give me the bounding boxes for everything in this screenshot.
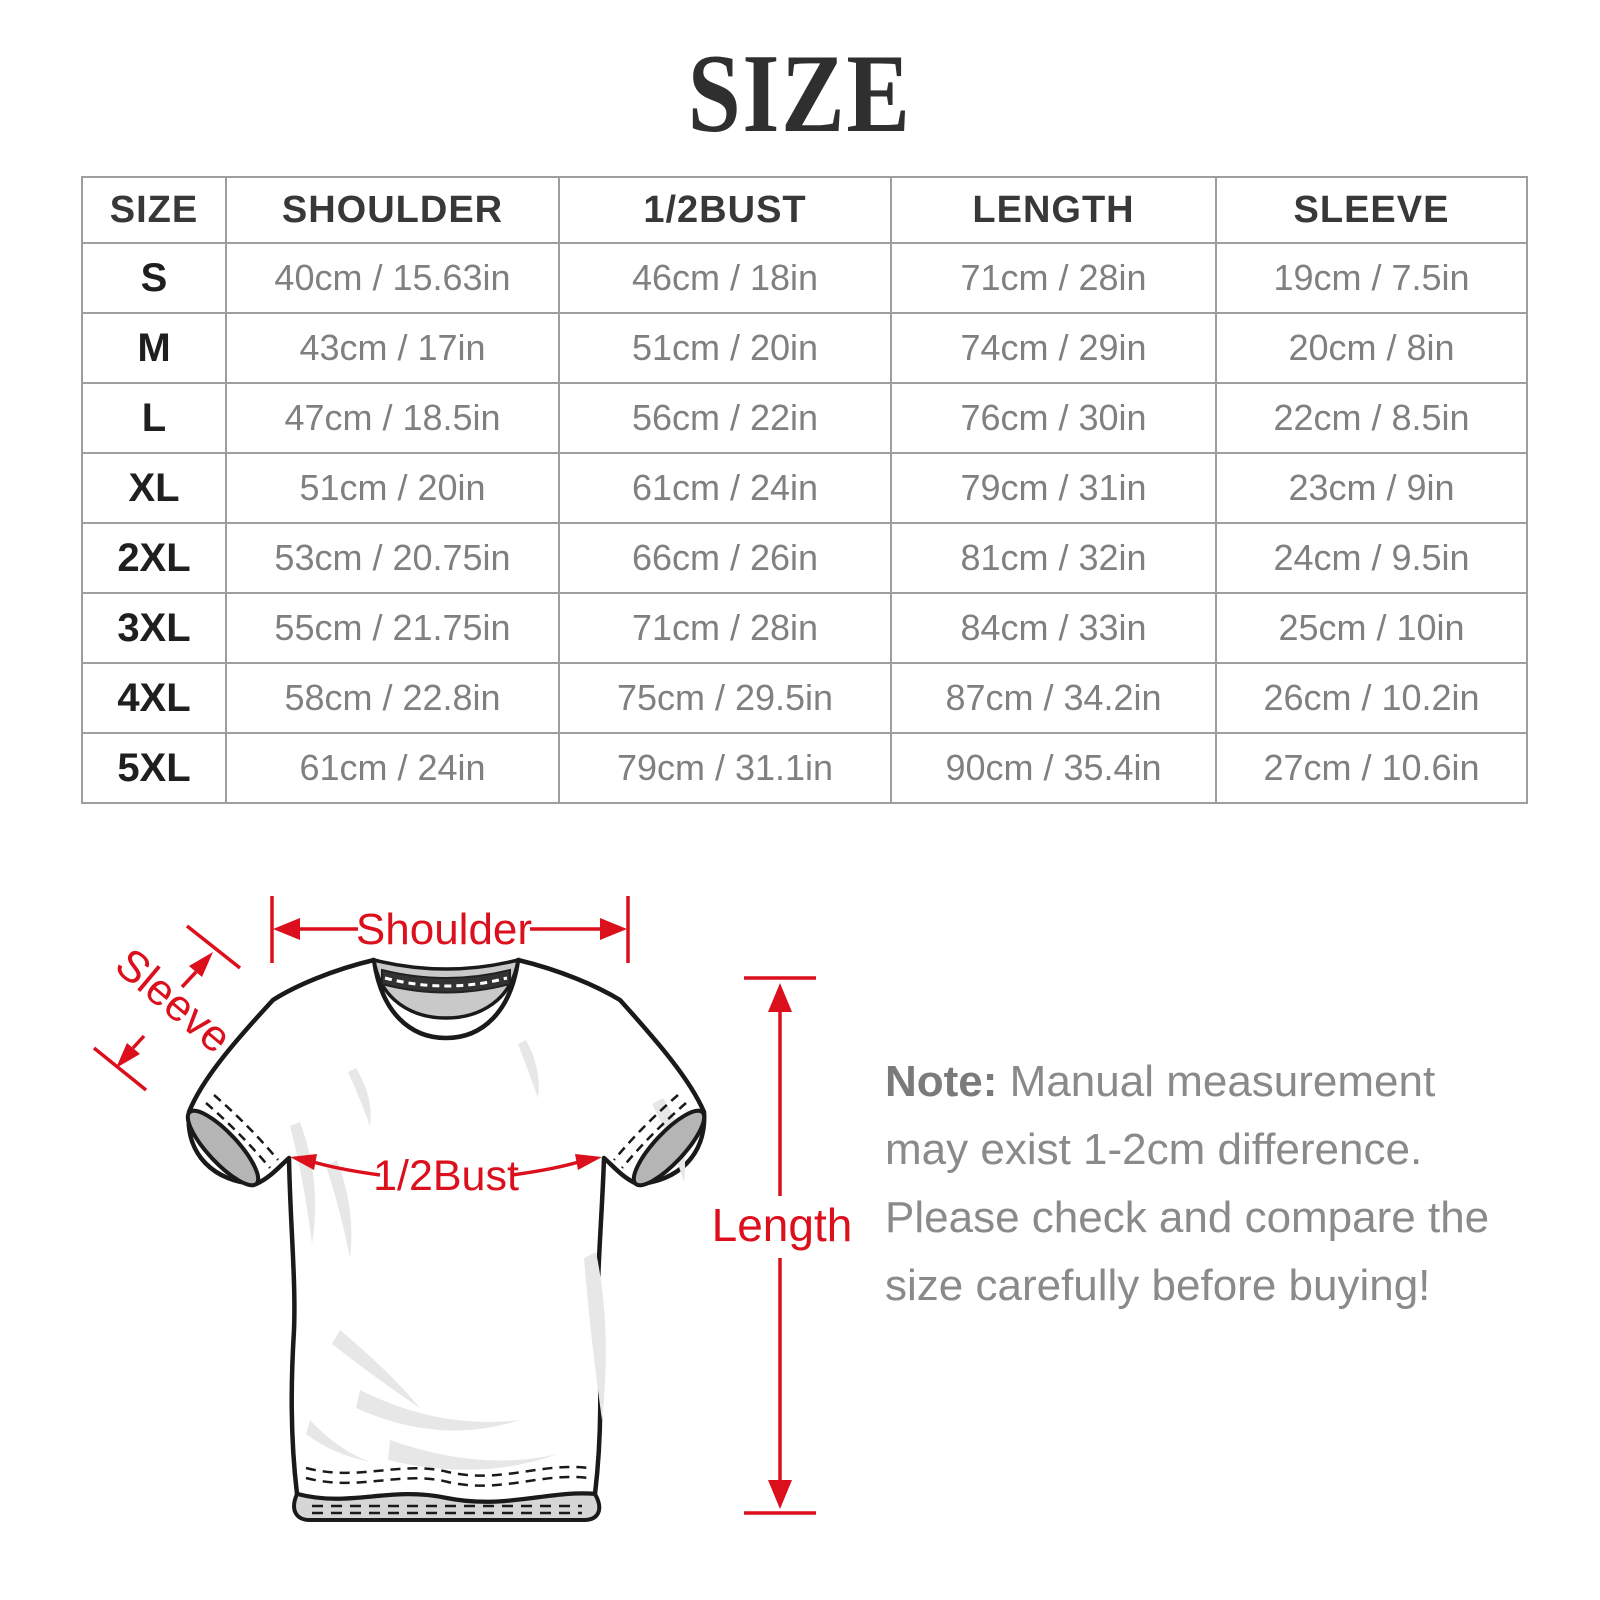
left-cuff-opening <box>185 1108 261 1188</box>
shoulder-value: 55cm / 21.75in <box>225 592 560 664</box>
table-row: 3XL 55cm / 21.75in 71cm / 28in 84cm / 33… <box>81 592 1528 664</box>
length-value: 71cm / 28in <box>890 242 1217 314</box>
table-row: M 43cm / 17in 51cm / 20in 74cm / 29in 20… <box>81 312 1528 384</box>
sleeve-value: 23cm / 9in <box>1215 452 1528 524</box>
table-row: XL 51cm / 20in 61cm / 24in 79cm / 31in 2… <box>81 452 1528 524</box>
size-label: S <box>81 242 227 314</box>
collar-tape-stitch <box>384 976 508 988</box>
bust-value: 51cm / 20in <box>558 312 892 384</box>
tshirt-illustration <box>185 957 707 1522</box>
sleeve-value: 19cm / 7.5in <box>1215 242 1528 314</box>
size-label: M <box>81 312 227 384</box>
bust-value: 75cm / 29.5in <box>558 662 892 734</box>
bust-value: 79cm / 31.1in <box>558 732 892 804</box>
sleeve-value: 27cm / 10.6in <box>1215 732 1528 804</box>
table-row: 5XL 61cm / 24in 79cm / 31.1in 90cm / 35.… <box>81 732 1528 804</box>
size-label: XL <box>81 452 227 524</box>
length-value: 81cm / 32in <box>890 522 1217 594</box>
collar-tape-band <box>381 968 511 994</box>
sleeve-value: 20cm / 8in <box>1215 312 1528 384</box>
shoulder-value: 47cm / 18.5in <box>225 382 560 454</box>
length-value: 87cm / 34.2in <box>890 662 1217 734</box>
shoulder-value: 61cm / 24in <box>225 732 560 804</box>
fabric-wrinkles <box>290 1040 686 1470</box>
size-label: 3XL <box>81 592 227 664</box>
right-cuff-stitch <box>621 1102 687 1169</box>
sleeve-value: 25cm / 10in <box>1215 592 1528 664</box>
note-prefix: Note: <box>885 1057 998 1106</box>
bust-label: 1/2Bust <box>373 1152 519 1200</box>
sleeve-value: 24cm / 9.5in <box>1215 522 1528 594</box>
length-value: 76cm / 30in <box>890 382 1217 454</box>
length-value: 79cm / 31in <box>890 452 1217 524</box>
sleeve-value: 26cm / 10.2in <box>1215 662 1528 734</box>
size-label: 5XL <box>81 732 227 804</box>
table-header-row: SIZE SHOULDER 1/2BUST LENGTH SLEEVE <box>81 176 1528 244</box>
table-row: L 47cm / 18.5in 56cm / 22in 76cm / 30in … <box>81 382 1528 454</box>
bust-value: 56cm / 22in <box>558 382 892 454</box>
size-label: 2XL <box>81 522 227 594</box>
header-bust: 1/2BUST <box>558 176 892 244</box>
sleeve-value: 22cm / 8.5in <box>1215 382 1528 454</box>
size-label: L <box>81 382 227 454</box>
note-text: Manual measurement may exist 1-2cm diffe… <box>885 1057 1490 1310</box>
shoulder-measure-arrow: Shoulder <box>270 896 630 963</box>
bust-value: 66cm / 26in <box>558 522 892 594</box>
bust-value: 61cm / 24in <box>558 452 892 524</box>
header-length: LENGTH <box>890 176 1217 244</box>
size-label: 4XL <box>81 662 227 734</box>
bust-measure-arrow: 1/2Bust <box>290 1152 602 1200</box>
left-cuff-stitch <box>205 1102 271 1169</box>
shoulder-value: 51cm / 20in <box>225 452 560 524</box>
hem-stitches <box>305 1465 589 1515</box>
left-cuff-stitch <box>213 1094 279 1161</box>
table-row: 2XL 53cm / 20.75in 66cm / 26in 81cm / 32… <box>81 522 1528 594</box>
length-value: 90cm / 35.4in <box>890 732 1217 804</box>
table-row: S 40cm / 15.63in 46cm / 18in 71cm / 28in… <box>81 242 1528 314</box>
length-value: 84cm / 33in <box>890 592 1217 664</box>
header-size: SIZE <box>81 176 227 244</box>
length-label: Length <box>712 1199 853 1251</box>
shoulder-value: 53cm / 20.75in <box>225 522 560 594</box>
measurement-note: Note: Manual measurement may exist 1-2cm… <box>885 1048 1530 1320</box>
bust-value: 71cm / 28in <box>558 592 892 664</box>
bust-value: 46cm / 18in <box>558 242 892 314</box>
measurement-diagram: Shoulder Sleeve 1/2Bust L <box>92 896 853 1522</box>
sleeve-label: Sleeve <box>106 939 241 1063</box>
page-title: SIZE <box>688 32 912 156</box>
shoulder-value: 40cm / 15.63in <box>225 242 560 314</box>
header-shoulder: SHOULDER <box>225 176 560 244</box>
shoulder-value: 58cm / 22.8in <box>225 662 560 734</box>
shoulder-value: 43cm / 17in <box>225 312 560 384</box>
table-row: 4XL 58cm / 22.8in 75cm / 29.5in 87cm / 3… <box>81 662 1528 734</box>
shoulder-label: Shoulder <box>356 905 532 954</box>
size-chart-table: SIZE SHOULDER 1/2BUST LENGTH SLEEVE S 40… <box>81 176 1528 804</box>
length-measure-arrow: Length <box>712 976 853 1515</box>
right-cuff-stitch <box>613 1094 679 1161</box>
right-cuff-opening <box>631 1108 707 1188</box>
length-value: 74cm / 29in <box>890 312 1217 384</box>
header-sleeve: SLEEVE <box>1215 176 1528 244</box>
